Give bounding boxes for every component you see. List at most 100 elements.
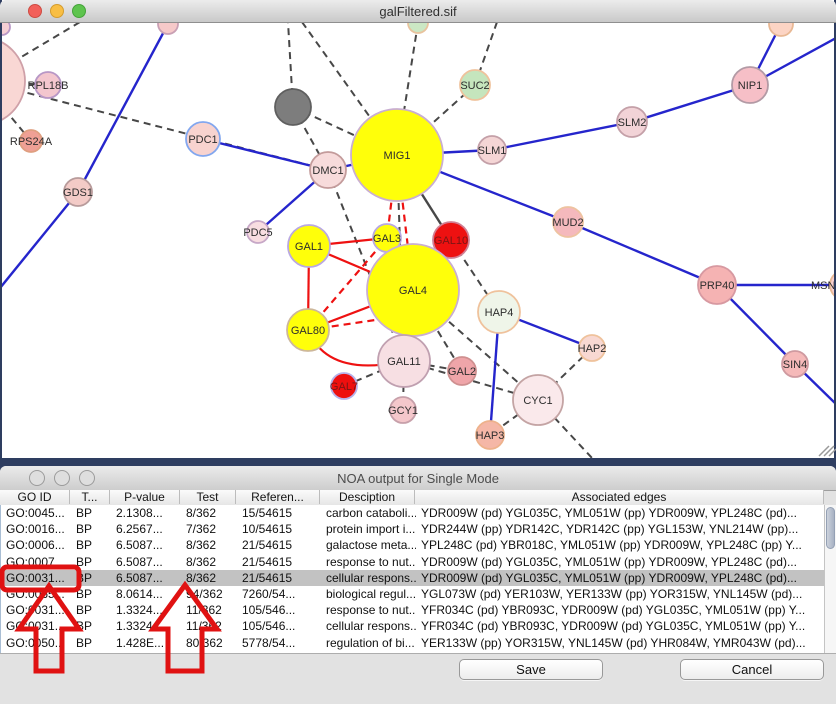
node-MIG1[interactable] — [350, 108, 444, 202]
cell: 5778/54... — [242, 635, 296, 650]
column-header-t-[interactable]: T... — [70, 490, 110, 504]
noa-window-title: NOA output for Single Mode — [337, 470, 499, 486]
cell: GO:0031... — [6, 570, 65, 585]
cell: BP — [76, 538, 93, 553]
node-PDC1[interactable] — [185, 121, 221, 157]
node-unlabeled[interactable] — [0, 37, 26, 125]
go-term-table: GO:0045... BP 2.1308... 8/362 15/54615 carbon… — [0, 505, 825, 653]
noa-output-window: NOA output for Single Mode GO ID T... P-va… — [0, 466, 836, 704]
minimize-button-icon[interactable] — [54, 470, 70, 486]
table-row[interactable]: GO:0016... BP 6.2567... 7/362 10/54615 protei… — [1, 521, 825, 537]
node-unlabeled[interactable] — [768, 12, 794, 37]
cell: 6.2567... — [116, 522, 163, 537]
table-scrollbar[interactable] — [824, 505, 836, 653]
node-HAP3[interactable] — [475, 420, 505, 450]
node-GDS1[interactable] — [63, 177, 93, 207]
edge-blue[interactable] — [0, 191, 79, 288]
table-row[interactable]: GO:0031... BP 1.3324... 11/362 105/546... res… — [1, 602, 825, 618]
edge-blue[interactable] — [202, 137, 329, 172]
close-button-icon[interactable] — [28, 4, 42, 18]
table-row[interactable]: GO:0031... BP 1.3324... 11/362 105/546... cel… — [1, 618, 825, 634]
save-button[interactable]: Save — [459, 659, 603, 680]
cell: YDR009W (pd) YGL035C, YML051W (pp) YDR00… — [421, 506, 797, 520]
zoom-button-icon[interactable] — [79, 470, 95, 486]
edge-dash[interactable] — [0, 22, 81, 81]
table-row[interactable]: GO:0007... BP 6.5087... 8/362 21/54615 respon… — [1, 554, 825, 570]
column-header-desciption[interactable]: Desciption — [320, 490, 415, 504]
node-label: HAP2 — [578, 343, 607, 355]
cancel-button[interactable]: Cancel — [680, 659, 824, 680]
node-unlabeled[interactable] — [157, 14, 179, 35]
close-button-icon[interactable] — [29, 470, 45, 486]
column-header-p-value[interactable]: P-value — [110, 490, 180, 504]
node-unlabeled[interactable] — [407, 13, 429, 34]
node-RPL18B[interactable] — [34, 71, 62, 99]
cell: 1.3324... — [116, 603, 163, 618]
edge-blue[interactable] — [631, 83, 751, 124]
network-canvas[interactable]: RPL18B RPS24A GDS1 PDC1 DMC1 MIG1 SUC2 SLM1 SLM2… — [0, 0, 836, 458]
node-GAL1[interactable] — [287, 224, 331, 268]
minimize-button-icon[interactable] — [50, 4, 64, 18]
node-SUC2[interactable] — [459, 69, 491, 101]
table-row[interactable]: GO:0031... BP 6.5087... 8/362 21/54615 cellul… — [1, 569, 825, 586]
column-header-go-id[interactable]: GO ID — [0, 490, 70, 504]
node-label: RPS24A — [10, 136, 53, 148]
column-header-test[interactable]: Test — [180, 490, 236, 504]
cell: 10/54615 — [242, 522, 293, 537]
resize-grip-icon[interactable] — [823, 445, 835, 457]
cell: 94/362 — [186, 587, 223, 601]
node-unlabeled[interactable] — [0, 19, 11, 36]
table-row[interactable]: GO:0050... BP 1.428E... 80/362 5778/54... reg… — [1, 635, 825, 651]
cell: 8/362 — [186, 506, 217, 520]
node-label: GDS1 — [63, 187, 93, 199]
node-GAL7[interactable] — [330, 372, 358, 400]
cell: galactose meta... — [326, 538, 416, 553]
table-row[interactable]: GO:0065... BP 8.0614... 94/362 7260/54... bio… — [1, 586, 825, 602]
zoom-button-icon[interactable] — [72, 4, 86, 18]
node-unlabeled[interactable] — [274, 88, 312, 126]
node-label: HAP3 — [476, 430, 505, 442]
noa-window-titlebar[interactable]: NOA output for Single Mode — [0, 466, 836, 491]
edge-blue[interactable] — [491, 120, 633, 152]
node-GAL80[interactable] — [286, 308, 330, 352]
cell: 8/362 — [186, 538, 217, 553]
node-NIP1[interactable] — [731, 66, 769, 104]
column-header-referen-[interactable]: Referen... — [236, 490, 320, 504]
cell: response to nut... — [326, 554, 416, 569]
node-HAP2[interactable] — [578, 334, 606, 362]
node-PDC5[interactable] — [246, 220, 270, 244]
cell: 15/54615 — [242, 506, 293, 520]
cell: 80/362 — [186, 635, 223, 650]
node-GCY1[interactable] — [389, 396, 417, 424]
node-SLM2[interactable] — [616, 106, 648, 138]
cell: 6.5087... — [116, 554, 163, 569]
node-GAL11[interactable] — [377, 334, 431, 388]
edge-blue[interactable] — [567, 220, 718, 287]
node-GAL2[interactable] — [447, 356, 477, 386]
table-row[interactable]: GO:0045... BP 2.1308... 8/362 15/54615 carbon… — [1, 505, 825, 521]
node-MUD2[interactable] — [552, 206, 584, 238]
edge-redDash[interactable] — [307, 237, 388, 331]
node-RPS24A[interactable] — [19, 129, 43, 153]
cell: BP — [76, 587, 93, 601]
node-GAL10[interactable] — [432, 221, 470, 259]
cell: 21/54615 — [242, 554, 293, 569]
node-PRP40[interactable] — [697, 265, 737, 305]
network-window-titlebar[interactable]: galFiltered.sif — [0, 0, 836, 23]
node-DMC1[interactable] — [309, 151, 347, 189]
node-CYC1[interactable] — [512, 374, 564, 426]
scrollbar-thumb[interactable] — [826, 507, 835, 549]
cell: YDR009W (pd) YGL035C, YML051W (pp) YDR00… — [421, 570, 797, 585]
cell: 8/362 — [186, 570, 217, 585]
resize-grip-icon[interactable] — [818, 445, 830, 457]
cell: BP — [76, 619, 93, 634]
column-header-associated-edges[interactable]: Associated edges — [415, 490, 824, 504]
node-SIN4[interactable] — [781, 350, 809, 378]
cell: YFR034C (pd) YBR093C, YDR009W (pd) YGL03… — [421, 603, 806, 618]
node-MSN[interactable] — [829, 270, 836, 300]
resize-grip-icon[interactable] — [828, 448, 836, 457]
node-HAP4[interactable] — [477, 290, 521, 334]
edge-blue[interactable] — [76, 23, 170, 193]
table-row[interactable]: GO:0006... BP 6.5087... 8/362 21/54615 galact… — [1, 537, 825, 553]
node-SLM1[interactable] — [477, 135, 507, 165]
